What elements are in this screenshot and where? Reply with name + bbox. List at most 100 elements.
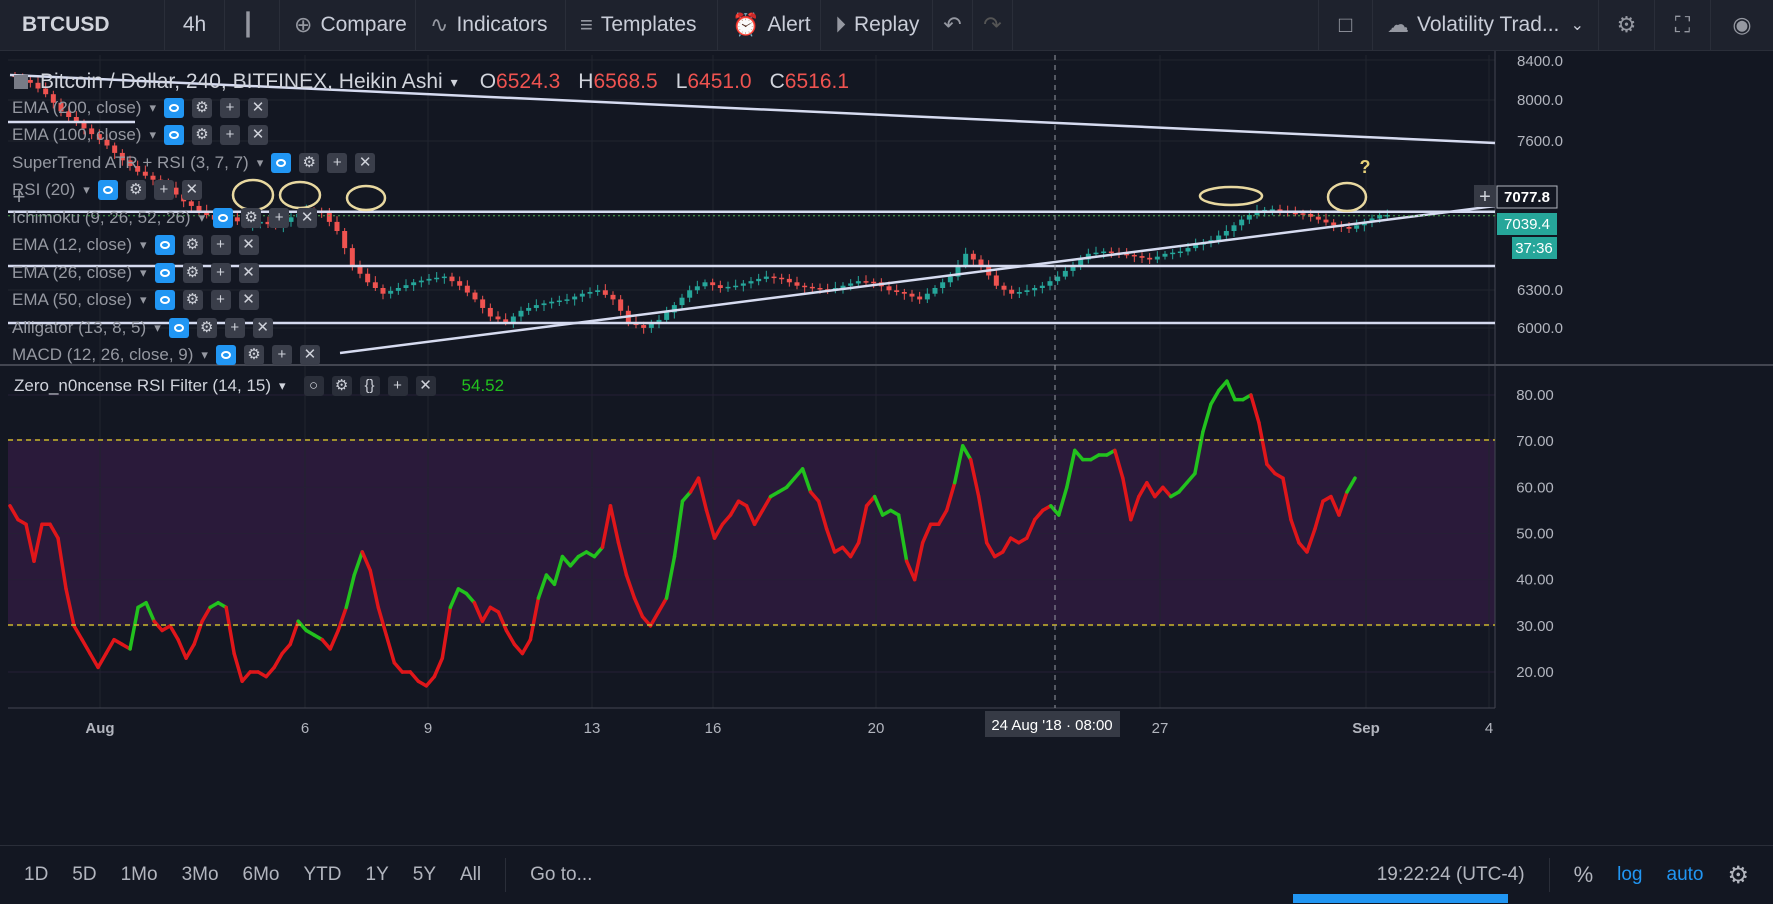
range-button-1y[interactable]: 1Y (354, 864, 401, 886)
question-annotation[interactable]: ? (1360, 157, 1371, 177)
study-menu-chevron-icon[interactable]: ▾ (256, 155, 264, 170)
rsi-hide-eye-icon[interactable]: ○ (303, 376, 324, 396)
trendline-lower[interactable] (339, 204, 1496, 355)
study-label[interactable]: EMA (200, close) (12, 98, 142, 117)
range-button-6mo[interactable]: 6Mo (231, 864, 292, 886)
snapshot-button[interactable]: ◉ (1711, 0, 1773, 50)
undo-button[interactable]: ↶ (933, 0, 973, 50)
series-title[interactable]: Bitcoin / Dollar, 240, BITFINEX, Heikin … (40, 70, 443, 93)
study-close-icon[interactable]: ✕ (238, 263, 259, 283)
auto-toggle[interactable]: auto (1655, 864, 1716, 886)
study-eye-icon[interactable] (154, 235, 175, 255)
study-menu-chevron-icon[interactable]: ▾ (140, 292, 147, 307)
study-gear-icon[interactable]: ⚙ (299, 153, 320, 173)
ellipse-highlight[interactable] (1326, 181, 1368, 213)
study-plus-icon[interactable]: + (271, 345, 292, 365)
study-plus-icon[interactable]: + (210, 263, 231, 283)
replay-button[interactable]: ⏵ Replay (821, 0, 933, 50)
study-close-icon[interactable]: ✕ (247, 98, 268, 118)
layout-select-button[interactable]: □ (1318, 0, 1373, 50)
range-button-5d[interactable]: 5D (60, 864, 108, 886)
study-label[interactable]: RSI (20) (12, 180, 76, 199)
study-plus-icon[interactable]: + (210, 235, 231, 255)
range-button-1d[interactable]: 1D (12, 864, 60, 886)
study-eye-icon[interactable] (215, 345, 236, 365)
clock-display[interactable]: 19:22:24 (UTC-4) (1365, 864, 1537, 886)
ellipse-highlight[interactable] (1198, 185, 1264, 207)
study-gear-icon[interactable]: ⚙ (191, 125, 212, 145)
study-eye-icon[interactable] (271, 153, 292, 173)
series-menu-chevron-icon[interactable]: ▾ (450, 73, 458, 90)
range-button-all[interactable]: All (448, 864, 493, 886)
study-plus-icon[interactable]: + (224, 318, 245, 338)
alert-button[interactable]: ⏰ Alert (718, 0, 821, 50)
study-gear-icon[interactable]: ⚙ (182, 263, 203, 283)
rsi-more-plus-icon[interactable]: + (387, 376, 408, 396)
study-gear-icon[interactable]: ⚙ (241, 208, 262, 228)
study-close-icon[interactable]: ✕ (355, 153, 376, 173)
study-close-icon[interactable]: ✕ (238, 235, 259, 255)
study-label[interactable]: EMA (26, close) (12, 263, 132, 282)
templates-button[interactable]: ≡ Templates (566, 0, 718, 50)
study-menu-chevron-icon[interactable]: ▾ (149, 100, 156, 115)
symbol-search-button[interactable]: BTCUSD (0, 0, 165, 50)
study-label[interactable]: MACD (12, 26, close, 9) (12, 345, 194, 364)
study-plus-icon[interactable]: + (210, 290, 231, 310)
fullscreen-button[interactable]: ⛶ (1655, 0, 1711, 50)
study-menu-chevron-icon[interactable]: ▾ (149, 127, 156, 142)
rsi-source-braces-icon[interactable]: {} (359, 376, 380, 396)
study-label[interactable]: Ichimoku (9, 26, 52, 26) (12, 208, 191, 227)
chart-type-button[interactable]: ┃ (225, 0, 280, 50)
study-close-icon[interactable]: ✕ (247, 125, 268, 145)
study-label[interactable]: EMA (50, close) (12, 290, 132, 309)
redo-button[interactable]: ↷ (973, 0, 1013, 50)
study-menu-chevron-icon[interactable]: ▾ (140, 237, 147, 252)
study-plus-icon[interactable]: + (219, 125, 240, 145)
rsi-settings-gear-icon[interactable]: ⚙ (331, 376, 352, 396)
study-eye-icon[interactable] (163, 125, 184, 145)
study-gear-icon[interactable]: ⚙ (182, 290, 203, 310)
study-close-icon[interactable]: ✕ (181, 180, 202, 200)
study-close-icon[interactable]: ✕ (299, 345, 320, 365)
study-plus-icon[interactable]: + (327, 153, 348, 173)
chart-settings-button[interactable]: ⚙ (1715, 861, 1761, 890)
study-menu-chevron-icon[interactable]: ▾ (83, 182, 90, 197)
interval-button[interactable]: 4h (165, 0, 225, 50)
study-plus-icon[interactable]: + (219, 98, 240, 118)
study-eye-icon[interactable] (154, 263, 175, 283)
study-gear-icon[interactable]: ⚙ (125, 180, 146, 200)
study-menu-chevron-icon[interactable]: ▾ (198, 210, 206, 225)
log-toggle[interactable]: log (1605, 864, 1654, 886)
study-gear-icon[interactable]: ⚙ (191, 98, 212, 118)
trendline-upper[interactable] (9, 73, 1496, 145)
indicators-button[interactable]: ∿ Indicators (416, 0, 566, 50)
study-eye-icon[interactable] (213, 208, 234, 228)
study-gear-icon[interactable]: ⚙ (182, 235, 203, 255)
chart-canvas[interactable]: 8400.0 8000.0 7600.0 6300.0 6000.0 80.00 70.00… (0, 0, 1773, 845)
study-close-icon[interactable]: ✕ (238, 290, 259, 310)
study-menu-chevron-icon[interactable]: ▾ (140, 265, 147, 280)
crosshair-plus-right-button[interactable] (1474, 185, 1496, 207)
rsi-remove-close-icon[interactable]: ✕ (415, 376, 436, 396)
study-menu-chevron-icon[interactable]: ▾ (154, 320, 161, 335)
study-label[interactable]: SuperTrend ATR + RSI (3, 7, 7) (12, 153, 249, 172)
study-plus-icon[interactable]: + (153, 180, 174, 200)
rsi-menu-chevron-icon[interactable]: ▾ (279, 378, 286, 393)
study-gear-icon[interactable]: ⚙ (196, 318, 217, 338)
study-close-icon[interactable]: ✕ (252, 318, 273, 338)
goto-button[interactable]: Go to... (518, 864, 604, 886)
layout-name-button[interactable]: ☁ Volatility Trad... ⌄ (1373, 0, 1599, 50)
study-eye-icon[interactable] (154, 290, 175, 310)
rsi-pane-title[interactable]: Zero_n0ncense RSI Filter (14, 15) (14, 376, 272, 395)
range-button-ytd[interactable]: YTD (292, 864, 354, 886)
range-button-5y[interactable]: 5Y (401, 864, 448, 886)
study-gear-icon[interactable]: ⚙ (243, 345, 264, 365)
range-button-3mo[interactable]: 3Mo (170, 864, 231, 886)
compare-button[interactable]: ⊕ Compare (280, 0, 416, 50)
percent-toggle[interactable]: % (1562, 862, 1606, 888)
range-button-1mo[interactable]: 1Mo (109, 864, 170, 886)
study-menu-chevron-icon[interactable]: ▾ (201, 347, 208, 362)
study-eye-icon[interactable] (163, 98, 184, 118)
study-eye-icon[interactable] (97, 180, 118, 200)
study-plus-icon[interactable]: + (269, 208, 290, 228)
